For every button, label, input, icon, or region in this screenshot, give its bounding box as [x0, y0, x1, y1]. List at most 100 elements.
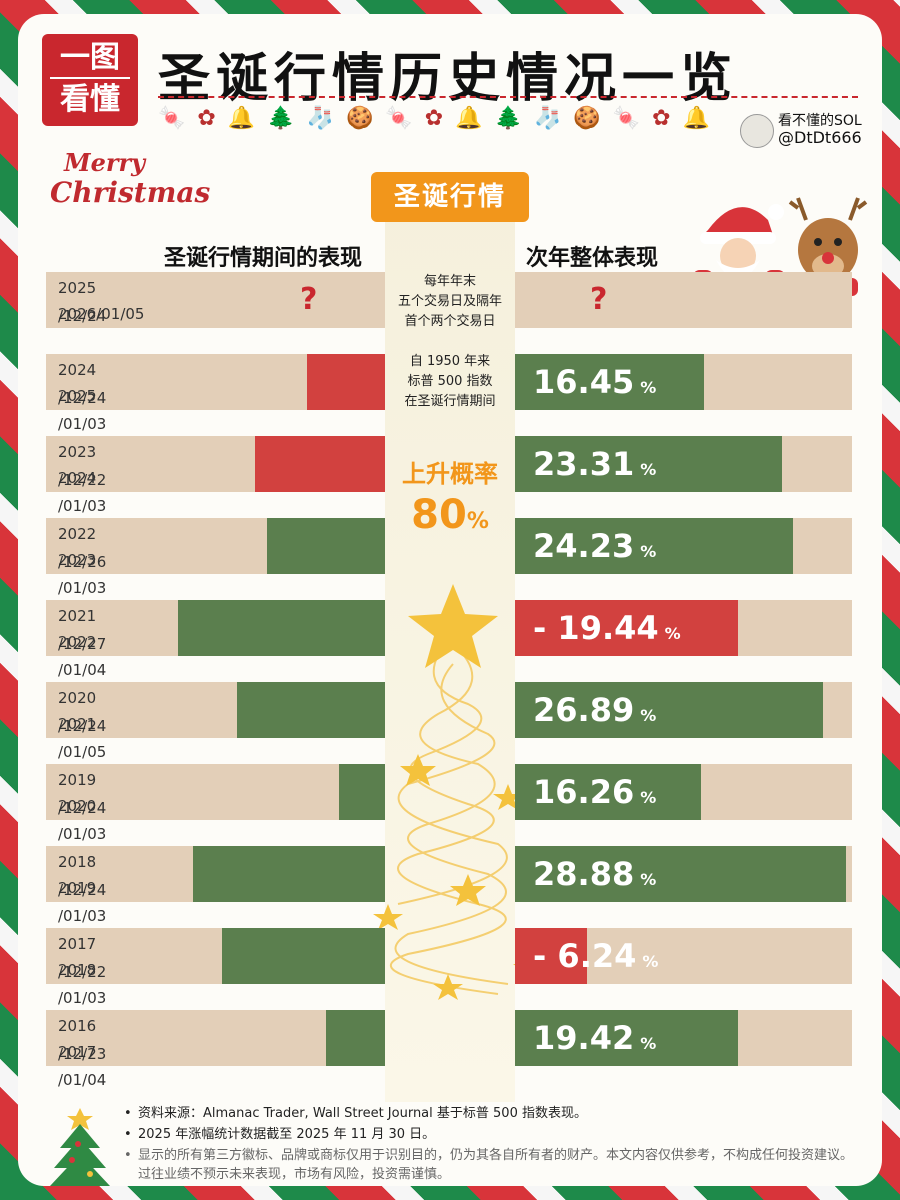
next-year-bar-track — [515, 272, 852, 328]
next-year-bar — [515, 436, 783, 492]
history-line: 标普 500 指数 — [407, 374, 493, 389]
logo-line-1: 一图 — [60, 40, 120, 75]
merry-text: Merry — [64, 148, 146, 177]
next-year-value: 16.45 — [533, 363, 635, 401]
row-end-date: 2017 /01/04 — [58, 1043, 107, 1089]
percent-unit: % — [664, 624, 681, 643]
row-end-date: 2023 /01/03 — [58, 551, 107, 597]
christmas-bar-track — [46, 272, 385, 328]
christmas-bar — [339, 764, 385, 820]
definition-line: 首个两个交易日 — [404, 314, 496, 329]
percent-unit: % — [640, 1034, 657, 1053]
christmas-text: Christmas — [50, 176, 211, 209]
row-start-date: 2022 /12/26 — [58, 525, 107, 571]
next-year-bar — [515, 764, 702, 820]
next-year-value-label: - 6.24% — [533, 928, 658, 984]
christmas-bar — [237, 682, 385, 738]
brand-logo: 一图 看懂 — [42, 34, 138, 126]
christmas-bar — [178, 600, 385, 656]
avatar — [740, 114, 774, 148]
next-year-value: - 19.44 — [533, 609, 659, 647]
christmas-bar — [192, 846, 385, 902]
definition-line: 每年年末 — [423, 274, 476, 289]
next-year-bar — [515, 600, 738, 656]
next-year-bar — [515, 846, 846, 902]
rise-probability-label: 上升概率 — [402, 460, 498, 488]
row-end-date: 2025 /01/03 — [58, 387, 107, 433]
next-year-value: 23.31 — [533, 445, 635, 483]
next-year-bar — [515, 518, 793, 574]
rise-probability-value: 80% — [385, 492, 515, 538]
row-start-date: 2020 /12/24 — [58, 689, 107, 735]
percent-unit: % — [640, 460, 657, 479]
row-start-date: 2018 /12/24 — [58, 853, 107, 899]
row-end-date: 2026/01/05 — [58, 305, 145, 323]
christmas-bar — [306, 354, 385, 410]
next-year-value: 24.23 — [533, 527, 635, 565]
rise-unit: % — [466, 509, 489, 534]
next-year-bar — [515, 682, 824, 738]
row-start-date: 2019 /12/24 — [58, 771, 107, 817]
christmas-unknown-mark: ? — [300, 282, 318, 317]
footnotes: 资料来源：Almanac Trader, Wall Street Journal… — [124, 1104, 864, 1186]
xmas-tree-icon — [50, 1108, 110, 1186]
christmas-tree-illustration — [373, 584, 543, 1000]
christmas-bar-track — [46, 764, 385, 820]
christmas-bar — [254, 436, 385, 492]
percent-unit: % — [640, 788, 657, 807]
next-year-bar — [515, 354, 704, 410]
next-year-value-label: 16.45% — [533, 354, 656, 410]
row-start-date: 2021 /12/27 — [58, 607, 107, 653]
title-divider — [158, 96, 858, 98]
page-title: 圣诞行情历史情况一览 — [158, 49, 739, 109]
center-history-note: 自 1950 年来 标普 500 指数 在圣诞行情期间 — [385, 352, 515, 412]
next-year-value-label: 26.89% — [533, 682, 656, 738]
percent-unit: % — [640, 542, 657, 561]
right-column-header: 次年整体表现 — [526, 246, 659, 271]
history-line: 自 1950 年来 — [409, 354, 491, 369]
christmas-rally-badge: 圣诞行情 — [371, 172, 529, 222]
christmas-bar — [266, 518, 385, 574]
next-year-value-label: 24.23% — [533, 518, 656, 574]
row-end-date: 2024 /01/03 — [58, 469, 107, 515]
next-year-value-label: 28.88% — [533, 846, 656, 902]
author-name: 看不懂的SOL — [778, 113, 862, 129]
next-year-value-label: 19.42% — [533, 1010, 656, 1066]
christmas-icons-row: 🍬✿🔔🌲🧦🍪🍬✿🔔🌲🧦🍪🍬✿🔔 — [158, 106, 723, 131]
row-start-date: 2024 /12/24 — [58, 361, 107, 407]
logo-divider — [50, 77, 130, 79]
row-end-date: 2020 /01/03 — [58, 797, 107, 843]
row-end-date: 2019 /01/03 — [58, 879, 107, 925]
left-column-header: 圣诞行情期间的表现 — [164, 246, 363, 271]
next-year-bar — [515, 928, 587, 984]
next-year-value-label: - 19.44% — [533, 600, 681, 656]
footnote-date: 2025 年涨幅统计数据截至 2025 年 11 月 30 日。 — [124, 1125, 864, 1144]
percent-unit: % — [642, 952, 659, 971]
next-year-value: 28.88 — [533, 855, 635, 893]
next-year-value: 19.42 — [533, 1019, 635, 1057]
row-end-date: 2022 /01/04 — [58, 633, 107, 679]
author-handle: @DtDt666 — [778, 128, 862, 147]
next-year-value: 26.89 — [533, 691, 635, 729]
percent-unit: % — [640, 870, 657, 889]
next-year-value: 16.26 — [533, 773, 635, 811]
row-start-date: 2016 /12/23 — [58, 1017, 107, 1063]
percent-unit: % — [640, 378, 657, 397]
star-icon — [408, 584, 498, 668]
row-start-date: 2017 /12/22 — [58, 935, 107, 981]
logo-line-2: 看懂 — [60, 82, 120, 117]
christmas-bar — [222, 928, 385, 984]
center-definition: 每年年末 五个交易日及隔年 首个两个交易日 — [385, 272, 515, 332]
footnote-source: 资料来源：Almanac Trader, Wall Street Journal… — [124, 1104, 864, 1123]
row-start-date: 2023 /12/22 — [58, 443, 107, 489]
next-year-value-label: 16.26% — [533, 764, 656, 820]
row-end-date: 2021 /01/05 — [58, 715, 107, 761]
history-line: 在圣诞行情期间 — [404, 394, 496, 409]
infographic-panel: 一图 看懂 圣诞行情历史情况一览 🍬✿🔔🌲🧦🍪🍬✿🔔🌲🧦🍪🍬✿🔔 看不懂的SOL… — [18, 14, 882, 1186]
footnote-disclaimer: 显示的所有第三方徽标、品牌或商标仅用于识别目的，仍为其各自所有者的财产。本文内容… — [124, 1146, 864, 1184]
rise-number: 80 — [411, 492, 467, 538]
christmas-bar — [325, 1010, 385, 1066]
next-year-unknown-mark: ? — [590, 282, 608, 317]
row-end-date: 2018 /01/03 — [58, 961, 107, 1007]
next-year-value: - 6.24 — [533, 937, 637, 975]
